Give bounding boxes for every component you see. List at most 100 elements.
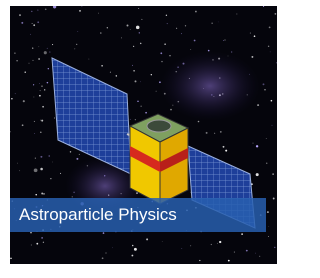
star [251,56,253,58]
star [218,22,219,23]
star [29,63,30,64]
star [43,193,45,195]
star [60,173,61,174]
star [276,62,277,63]
star [264,89,265,90]
star [133,46,134,47]
star [116,75,117,76]
star [151,74,152,75]
star [133,70,135,72]
star [255,253,256,254]
star [54,118,55,119]
star [257,104,259,106]
detector-top [147,120,171,132]
star [77,31,78,32]
star [127,25,129,27]
star [39,83,40,84]
star [181,33,182,34]
star [48,68,49,69]
star [44,51,47,54]
star [40,156,42,158]
star [138,8,139,9]
star [181,248,182,249]
star [107,27,108,28]
star [30,34,31,35]
star [132,65,133,66]
star [212,23,213,24]
star [256,173,259,176]
star [146,238,148,240]
star [160,52,162,54]
star [266,163,267,164]
star [81,6,82,7]
star [76,44,77,45]
star [136,26,140,30]
star [50,178,51,179]
star [41,120,43,122]
star [25,72,26,73]
star [49,155,50,156]
star [34,121,35,122]
star [37,21,39,23]
star [41,86,42,87]
star [250,33,251,34]
star [223,146,225,148]
star [70,151,71,152]
star [272,173,273,174]
star [169,55,170,56]
star [110,72,111,73]
star [198,121,200,123]
star [132,245,134,247]
topic-tile[interactable]: Astroparticle Physics [10,6,277,264]
star [41,193,43,195]
caption-bar: Astroparticle Physics [10,198,266,232]
star [121,37,122,38]
star [35,194,36,195]
star [34,133,35,134]
star [140,43,142,45]
star [44,89,45,90]
star [53,6,56,8]
star [267,211,269,213]
star [268,46,269,47]
star [263,6,264,7]
star [234,252,235,253]
star [237,14,238,15]
star [156,91,157,92]
star [47,82,49,84]
star [79,154,80,155]
star [274,247,275,248]
star [130,119,131,120]
star [100,32,102,34]
star [10,131,11,132]
star [228,260,230,262]
star [34,97,35,98]
star [21,22,23,24]
star [246,250,248,252]
star [253,143,254,144]
star [103,232,105,234]
star [19,170,20,171]
star [190,49,191,50]
star [10,258,11,259]
star [223,40,224,41]
star [263,83,265,85]
star [52,162,53,163]
star [40,168,43,171]
star [162,241,163,242]
star [141,19,142,20]
star [37,10,38,11]
star [15,93,16,94]
star [40,90,41,91]
star [33,60,34,61]
star [224,39,225,40]
star [220,131,222,133]
star [49,52,50,53]
star [52,44,53,45]
star [31,245,32,246]
star [231,51,232,52]
star [19,14,21,16]
nebula [160,51,260,121]
star [217,243,218,244]
star [270,52,271,53]
